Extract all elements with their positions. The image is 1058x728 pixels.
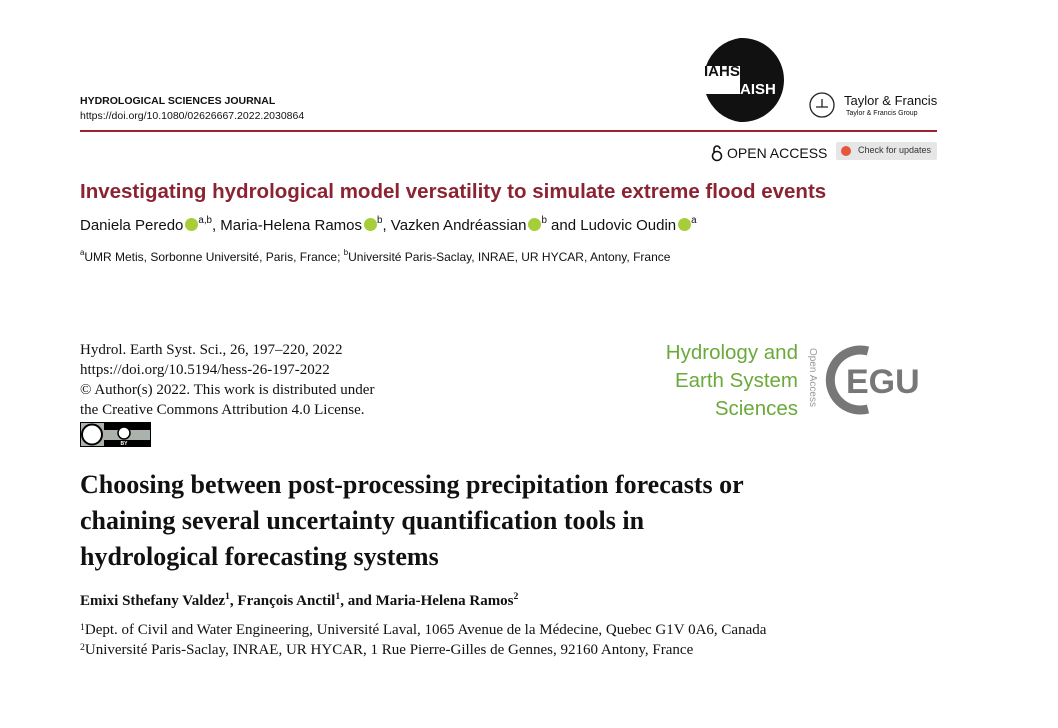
- iahs-logo: IAHS AISH: [704, 37, 784, 123]
- publisher-group: Taylor & Francis Group: [846, 110, 918, 117]
- affil-sup: 1: [80, 622, 85, 633]
- affil-sup: a: [80, 248, 85, 257]
- journal-name: HYDROLOGICAL SCIENCES JOURNAL: [80, 95, 276, 107]
- egu-logo: EGU: [825, 345, 918, 415]
- citation: Hydrol. Earth Syst. Sci., 26, 197–220, 2…: [80, 340, 374, 420]
- affil-sup: 2: [80, 642, 85, 653]
- title: Investigating hydrological model versati…: [80, 180, 827, 203]
- author-sup: b: [541, 215, 547, 226]
- publisher: Taylor & Francis: [844, 93, 938, 108]
- title-line: chaining several uncertainty quantificat…: [80, 506, 645, 535]
- rule: [80, 130, 937, 132]
- citation-line: the Creative Commons Attribution 4.0 Lic…: [80, 402, 365, 418]
- orcid-icon: [185, 218, 199, 231]
- title-line: Choosing between post-processing precipi…: [80, 470, 744, 499]
- affiliation-text: Université Paris-Saclay, INRAE, UR HYCAR…: [84, 642, 694, 658]
- orcid-icon: [528, 218, 542, 231]
- affiliation-text: Dept. of Civil and Water Engineering, Un…: [84, 622, 767, 638]
- cc-badge: BY: [80, 422, 151, 447]
- authors: Daniela Peredo a,b, Maria-Helena Ramos b, …: [80, 215, 697, 234]
- check-updates-label: Check for updates: [858, 145, 932, 155]
- open-access: Open Access: [807, 348, 818, 407]
- badge-label: BY: [121, 441, 129, 447]
- author: , Vazken Andréassian: [382, 217, 527, 234]
- author-sup: 2: [513, 591, 519, 602]
- journal-line: Sciences: [714, 397, 798, 420]
- author-sup: 1: [335, 591, 341, 602]
- author: Daniela Peredo: [80, 217, 184, 234]
- citation-line: https://doi.org/10.5194/hess-26-197-2022: [80, 362, 330, 378]
- title: Choosing between post-processing precipi…: [80, 467, 744, 575]
- title-line: hydrological forecasting systems: [80, 542, 439, 571]
- author-sup: b: [377, 215, 383, 226]
- journal-name: Hydrology and Earth System Sciences: [600, 339, 798, 423]
- author-sup: a,b: [198, 215, 212, 226]
- egu-text: EGU: [846, 363, 918, 401]
- affiliations: 1Dept. of Civil and Water Engineering, U…: [80, 620, 766, 660]
- open-access: OPEN ACCESS: [727, 145, 828, 161]
- logo-text: IAHS: [704, 63, 740, 80]
- author: , Maria-Helena Ramos: [211, 217, 363, 234]
- affiliation: 1Dept. of Civil and Water Engineering, U…: [80, 620, 766, 640]
- doi: https://doi.org/10.1080/02626667.2022.20…: [80, 110, 305, 122]
- affil-sup: b: [343, 248, 349, 257]
- author: , and Maria-Helena Ramos: [340, 593, 514, 609]
- orcid-icon: [678, 218, 692, 231]
- affiliation: UMR Metis, Sorbonne Université, Paris, F…: [84, 250, 344, 264]
- orcid-icon: [364, 218, 378, 231]
- authors: Emixi Sthefany Valdez1, François Anctil1…: [80, 591, 519, 610]
- journal-line: Hydrology and: [665, 341, 798, 364]
- citation-line: Hydrol. Earth Syst. Sci., 26, 197–220, 2…: [80, 342, 343, 358]
- journal-line: Earth System: [674, 369, 798, 392]
- affiliation: 2Université Paris-Saclay, INRAE, UR HYCA…: [80, 640, 766, 660]
- check-updates[interactable]: Check for updates: [836, 142, 937, 160]
- author: , François Anctil: [229, 593, 336, 609]
- author: and Ludovic Oudin: [546, 217, 677, 234]
- affiliation: Université Paris-Saclay, INRAE, UR HYCAR…: [348, 250, 671, 264]
- author-sup: 1: [225, 591, 230, 602]
- lock-icon: [711, 145, 723, 162]
- logo-text: AISH: [740, 81, 776, 98]
- citation-line: © Author(s) 2022. This work is distribut…: [80, 382, 375, 398]
- author: Emixi Sthefany Valdez: [80, 593, 226, 609]
- affiliations: aUMR Metis, Sorbonne Université, Paris, …: [80, 248, 671, 264]
- author-sup: a: [691, 215, 697, 226]
- tf-logo: [809, 92, 835, 118]
